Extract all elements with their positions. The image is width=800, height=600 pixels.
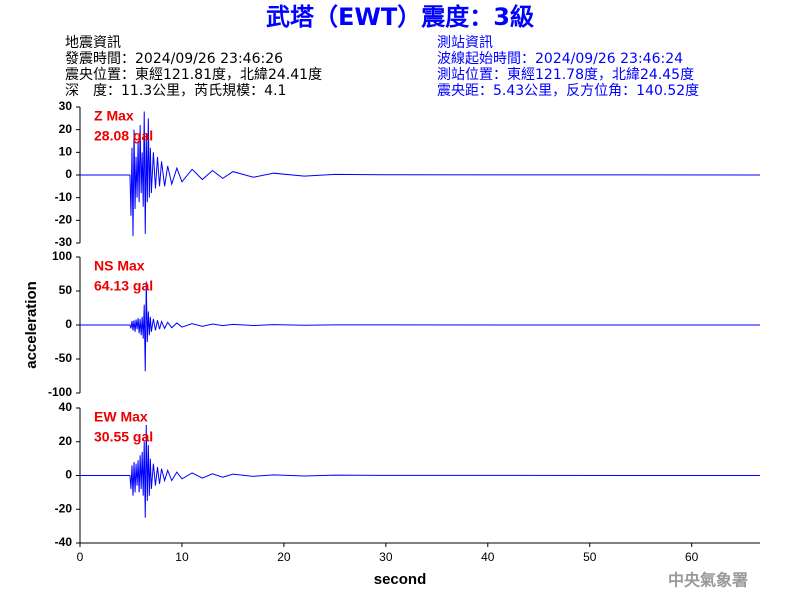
y-tick-label: 20: [59, 434, 73, 448]
waveform: [80, 111, 761, 237]
info-line: 波線起始時間：2024/09/26 23:46:24: [437, 51, 683, 67]
footer: 中央氣象署: [668, 571, 748, 590]
max-label: EW Max: [94, 409, 148, 425]
x-tick-label: 30: [379, 550, 393, 564]
y-tick-label: 100: [52, 249, 72, 263]
y-tick-label: 10: [59, 145, 73, 159]
y-tick-label: 50: [59, 283, 73, 297]
x-tick-label: 0: [77, 550, 84, 564]
y-tick-label: 40: [59, 400, 73, 414]
y-tick-label: -20: [55, 213, 73, 227]
x-tick-label: 40: [481, 550, 495, 564]
y-axis-label: acceleration: [23, 281, 40, 369]
max-label: 64.13 gal: [94, 278, 153, 294]
waveform: [80, 281, 761, 372]
y-tick-label: 20: [59, 122, 73, 136]
max-label: Z Max: [94, 108, 134, 124]
waveform: [80, 424, 761, 518]
info-line: 震央位置：東經121.81度，北緯24.41度: [65, 67, 322, 83]
x-tick-label: 60: [685, 550, 699, 564]
y-tick-label: -40: [55, 535, 73, 549]
info-line: 發震時間：2024/09/26 23:46:26: [65, 51, 283, 67]
y-tick-label: -100: [48, 385, 72, 399]
max-label: 30.55 gal: [94, 429, 153, 445]
info-line: 測站位置：東經121.78度，北緯24.45度: [437, 67, 694, 83]
title: 武塔（EWT）震度：3級: [266, 3, 534, 31]
info-line: 地震資訊: [65, 35, 121, 51]
x-axis-label: second: [374, 571, 427, 588]
y-tick-label: -30: [55, 235, 73, 249]
y-tick-label: -10: [55, 190, 73, 204]
y-tick-label: -50: [55, 351, 73, 365]
y-tick-label: 0: [65, 317, 72, 331]
y-tick-label: 0: [65, 167, 72, 181]
info-line: 深 度：11.3公里，芮氏規模：4.1: [65, 82, 286, 99]
info-line: 震央距：5.43公里，反方位角：140.52度: [437, 83, 699, 99]
x-tick-label: 10: [175, 550, 189, 564]
info-line: 測站資訊: [437, 35, 493, 51]
y-tick-label: 30: [59, 99, 73, 113]
max-label: 28.08 gal: [94, 128, 153, 144]
max-label: NS Max: [94, 258, 145, 274]
x-tick-label: 50: [583, 550, 597, 564]
y-tick-label: -20: [55, 501, 73, 515]
y-tick-label: 0: [65, 468, 72, 482]
x-tick-label: 20: [277, 550, 291, 564]
